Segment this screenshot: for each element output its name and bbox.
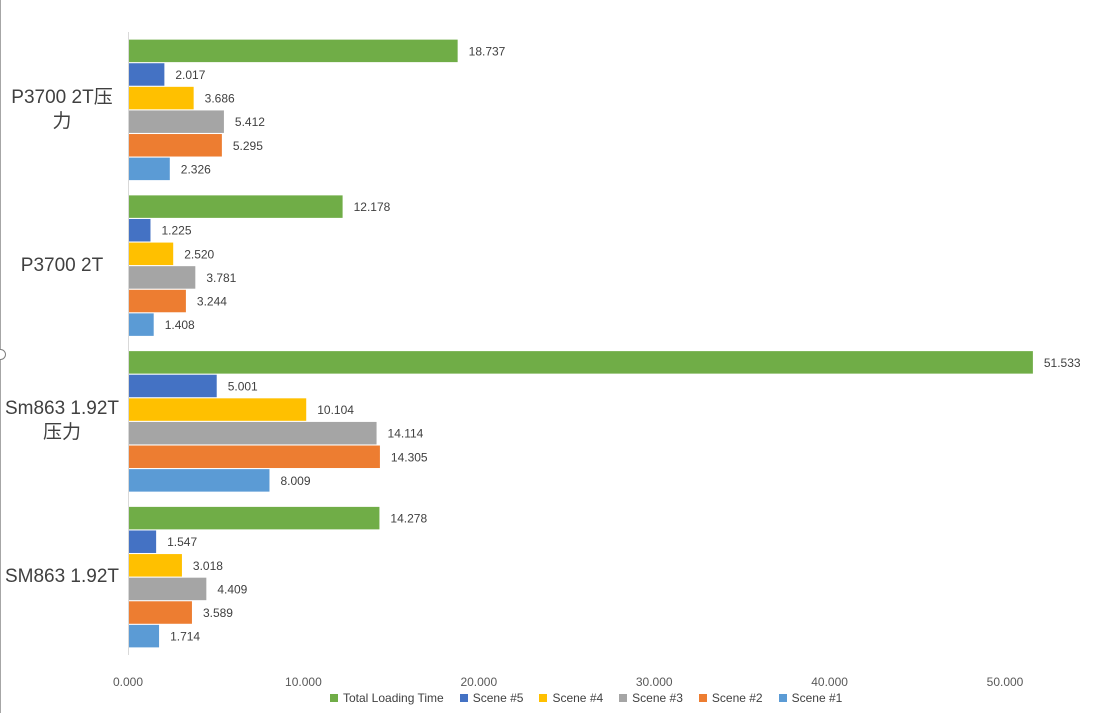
legend: Total Loading Time Scene #5 Scene #4 Scene … <box>330 689 858 707</box>
data-label: 10.104 <box>317 403 354 417</box>
bar-3-1 <box>129 351 1033 374</box>
bar-4-1 <box>129 506 380 530</box>
x-tick-label: 20.000 <box>460 675 497 689</box>
x-tick-label: 40.000 <box>811 675 848 689</box>
legend-item: Scene #2 <box>698 691 763 705</box>
bar-3-5 <box>129 445 380 469</box>
category-label-line: P3700 2T <box>20 254 104 276</box>
legend-item: Scene #5 <box>459 691 524 705</box>
category-label: Sm863 1.92T 压力 <box>4 397 120 445</box>
legend-swatch <box>778 694 787 702</box>
legend-label: Scene #1 <box>791 691 843 705</box>
category-label-line: 压力 <box>42 422 81 444</box>
bar-1-5 <box>129 134 222 157</box>
category-label: P3700 2T <box>4 254 120 278</box>
bar-3-2 <box>129 374 217 398</box>
data-label: 2.520 <box>184 247 214 261</box>
bar-2-5 <box>129 289 186 313</box>
data-label: 14.278 <box>390 512 427 526</box>
x-tick-label: 0.000 <box>113 675 143 689</box>
bar-2-1 <box>129 195 343 218</box>
legend-item: Scene #4 <box>539 691 603 705</box>
legend-swatch <box>459 694 468 702</box>
legend-swatch <box>330 694 338 702</box>
bar-4-5 <box>129 601 192 624</box>
bar-1-6 <box>129 157 170 181</box>
bar-3-3 <box>129 398 307 421</box>
legend-label: Scene #3 <box>632 691 683 705</box>
bar-2-6 <box>129 313 154 336</box>
bar-1-4 <box>129 110 224 133</box>
legend-swatch <box>619 694 628 702</box>
bar-4-4 <box>129 577 207 601</box>
bar-1-1 <box>129 39 458 63</box>
data-label: 3.781 <box>206 271 236 285</box>
data-label: 1.225 <box>161 224 191 238</box>
legend-item: Scene #1 <box>778 691 843 705</box>
data-label: 1.408 <box>165 318 195 332</box>
bar-3-6 <box>129 469 270 492</box>
bar-4-2 <box>129 530 157 553</box>
bar-3-4 <box>129 421 377 445</box>
category-label-line: SM863 1.92T <box>4 566 120 588</box>
bar-1-3 <box>129 86 194 110</box>
bar-2-3 <box>129 242 174 266</box>
data-label: 5.412 <box>235 115 265 129</box>
category-label: SM863 1.92T <box>4 565 120 589</box>
legend-swatch <box>698 694 707 702</box>
data-label: 3.018 <box>193 559 223 573</box>
data-label: 2.017 <box>175 68 205 82</box>
legend-item: Scene #3 <box>619 691 683 705</box>
data-label: 51.533 <box>1044 356 1081 370</box>
bar-4-3 <box>129 554 182 577</box>
legend-label: Scene #5 <box>472 691 524 705</box>
data-label: 3.686 <box>205 92 235 106</box>
legend-label: Scene #4 <box>552 691 604 705</box>
category-label-line: 力 <box>52 110 72 132</box>
bar-2-2 <box>129 218 151 242</box>
data-label: 18.737 <box>469 44 506 58</box>
legend-item: Total Loading Time <box>330 691 444 705</box>
legend-swatch <box>539 694 548 702</box>
data-label: 3.244 <box>197 295 227 309</box>
data-label: 8.009 <box>280 474 310 488</box>
legend-label: Scene #2 <box>711 691 763 705</box>
data-label: 1.547 <box>167 535 197 549</box>
category-label-line: Sm863 1.92T <box>4 398 120 420</box>
data-label: 4.409 <box>217 582 247 596</box>
legend-label: Total Loading Time <box>343 691 444 705</box>
data-label: 5.295 <box>233 139 263 153</box>
category-label-line: P3700 2T压 <box>11 86 113 108</box>
data-label: 12.178 <box>354 200 391 214</box>
data-label: 2.326 <box>181 162 211 176</box>
data-label: 3.589 <box>203 606 233 620</box>
data-label: 14.114 <box>388 427 424 441</box>
bar-2-4 <box>129 266 196 289</box>
bar-1-2 <box>129 63 165 86</box>
data-label: 5.001 <box>228 379 258 393</box>
bar-4-6 <box>129 624 160 648</box>
x-tick-label: 30.000 <box>636 675 673 689</box>
x-tick-label: 10.000 <box>285 675 322 689</box>
data-label: 14.305 <box>391 450 428 464</box>
x-tick-label: 50.000 <box>987 675 1024 689</box>
data-label: 1.714 <box>170 630 200 644</box>
category-label: P3700 2T压力 <box>4 86 120 134</box>
